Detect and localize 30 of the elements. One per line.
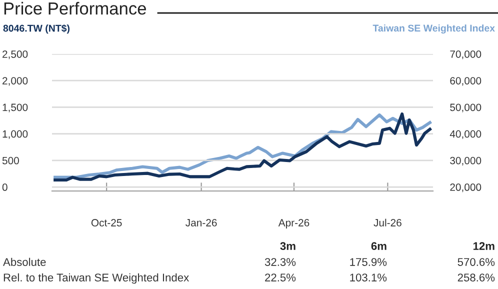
text: 175.9% — [350, 258, 387, 266]
text: 570.6% — [458, 258, 495, 266]
text: 3m — [280, 242, 296, 250]
text: 103.1% — [350, 274, 387, 282]
text: 32.3% — [264, 258, 296, 266]
x-tick-label: Jan-26 — [186, 219, 217, 226]
x-tick-label: Jul-26 — [374, 218, 402, 226]
y2-tick-label: 40,000 — [450, 130, 482, 139]
x-tick-label: Oct-25 — [91, 219, 122, 226]
y-tick-label: 2,000 — [2, 77, 28, 86]
text: 258.6% — [458, 274, 495, 282]
y2-tick-label: 70,000 — [450, 50, 482, 60]
y-tick-label: 1,500 — [2, 104, 28, 112]
text: Absolute — [3, 258, 46, 266]
y-tick-label: 1,000 — [2, 130, 28, 139]
text: Rel. to the Taiwan SE Weighted Index — [4, 273, 190, 284]
y-tick-label: 500 — [2, 156, 19, 164]
y-tick-label: 0 — [2, 184, 8, 191]
y-axis-title: 8046.TW (NT$) — [3, 24, 70, 34]
y2-tick-label: 20,000 — [450, 184, 482, 192]
x-tick-label: Apr-26 — [278, 219, 310, 228]
y2-tick-label: 60,000 — [450, 77, 482, 86]
text: 12m — [473, 242, 494, 250]
text: 22.5% — [265, 274, 296, 282]
y2-axis-title: Taiwan SE Weighted Index — [372, 24, 495, 34]
y-tick-label: 2,500 — [2, 50, 28, 60]
y2-tick-label: 50,000 — [450, 104, 482, 112]
text: 6m — [371, 242, 386, 250]
y2-tick-label: 30,000 — [450, 156, 482, 166]
chart-title: Price Performance — [4, 2, 146, 15]
